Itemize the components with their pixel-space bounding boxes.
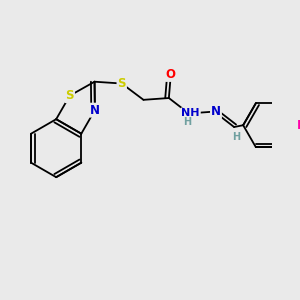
Text: F: F — [297, 119, 300, 132]
Text: NH: NH — [182, 108, 200, 118]
Text: S: S — [118, 77, 126, 90]
Text: N: N — [90, 103, 100, 117]
Text: H: H — [232, 132, 240, 142]
Text: H: H — [183, 118, 191, 128]
Text: S: S — [65, 89, 74, 102]
Text: N: N — [211, 105, 221, 118]
Text: O: O — [166, 68, 176, 81]
